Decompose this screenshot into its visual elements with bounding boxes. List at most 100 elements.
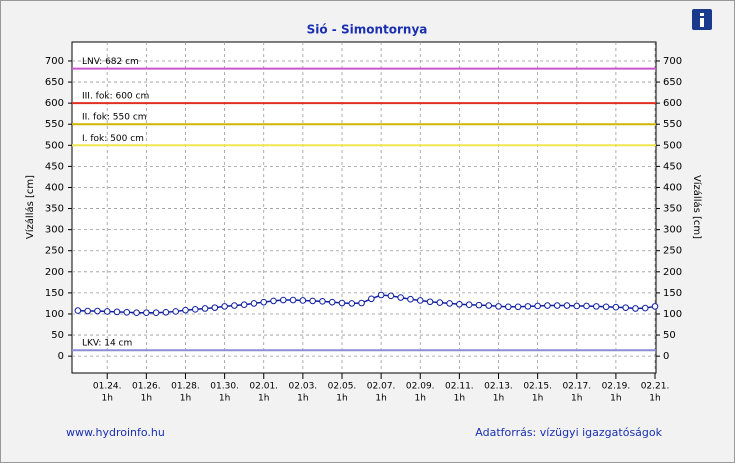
data-point bbox=[152, 309, 160, 317]
y2-tick-label: 0 bbox=[663, 351, 669, 362]
x-tick-time: 1h bbox=[610, 394, 621, 404]
data-point bbox=[524, 303, 532, 310]
data-point bbox=[279, 296, 287, 304]
reference-label: LKV: 14 cm bbox=[82, 339, 132, 349]
y2-tick-label: 650 bbox=[663, 77, 682, 88]
y2-tick-label: 700 bbox=[663, 56, 682, 67]
data-point bbox=[563, 302, 571, 309]
data-point bbox=[583, 302, 590, 310]
data-point bbox=[475, 301, 483, 309]
y2-tick-label: 350 bbox=[663, 204, 682, 215]
data-point bbox=[641, 304, 649, 312]
data-point bbox=[407, 295, 414, 303]
data-point bbox=[387, 292, 395, 300]
data-point bbox=[299, 297, 307, 304]
data-point bbox=[368, 295, 375, 303]
data-point bbox=[182, 306, 189, 314]
x-tick-time: 1h bbox=[336, 394, 347, 404]
chart-title: Sió - Simontornya bbox=[307, 23, 428, 37]
x-tick-time: 1h bbox=[180, 394, 191, 404]
x-tick-time: 1h bbox=[415, 394, 426, 404]
footer-left: www.hydroinfo.hu bbox=[66, 426, 165, 439]
x-tick-time: 1h bbox=[454, 394, 465, 404]
x-tick-time: 1h bbox=[297, 394, 308, 404]
data-point bbox=[397, 294, 404, 301]
data-point bbox=[94, 307, 101, 315]
x-tick-time: 1h bbox=[375, 394, 386, 404]
y-tick-label: 100 bbox=[45, 309, 64, 320]
data-point bbox=[426, 298, 434, 306]
data-point bbox=[338, 299, 346, 307]
y-tick-label: 700 bbox=[45, 56, 64, 67]
data-point bbox=[133, 309, 140, 317]
y-tick-label: 250 bbox=[45, 246, 64, 257]
x-tick-label: 01.24. bbox=[93, 382, 122, 392]
data-point bbox=[377, 291, 385, 299]
data-point bbox=[358, 299, 365, 307]
data-point bbox=[211, 304, 219, 311]
data-point bbox=[231, 302, 238, 309]
y-tick-label: 600 bbox=[45, 98, 64, 109]
data-point bbox=[309, 297, 316, 305]
y2-tick-label: 100 bbox=[663, 309, 682, 320]
data-point bbox=[544, 302, 551, 309]
data-point bbox=[495, 303, 502, 310]
data-point bbox=[612, 303, 620, 311]
y-tick-label: 350 bbox=[45, 204, 64, 215]
data-point bbox=[201, 305, 209, 312]
x-tick-label: 02.15. bbox=[523, 382, 552, 392]
reference-label: I. fok: 500 cm bbox=[82, 134, 144, 144]
y-tick-label: 550 bbox=[45, 119, 64, 130]
x-tick-label: 02.17. bbox=[562, 382, 591, 392]
y2-axis-label: Vízállás [cm] bbox=[691, 175, 703, 239]
data-point bbox=[143, 309, 150, 317]
x-tick-label: 02.05. bbox=[328, 382, 357, 392]
x-tick-time: 1h bbox=[493, 394, 504, 404]
data-point bbox=[456, 300, 463, 308]
plot-area bbox=[71, 41, 657, 374]
data-point bbox=[191, 306, 199, 313]
x-tick-label: 02.11. bbox=[445, 382, 474, 392]
x-tick-time: 1h bbox=[532, 394, 543, 404]
y2-tick-label: 400 bbox=[663, 182, 682, 193]
x-tick-time: 1h bbox=[649, 394, 660, 404]
x-tick-label: 02.19. bbox=[602, 382, 631, 392]
x-tick-label: 02.03. bbox=[289, 382, 318, 392]
y-axis-label: Vízállás [cm] bbox=[24, 175, 36, 239]
y2-tick-label: 600 bbox=[663, 98, 682, 109]
y-tick-label: 450 bbox=[45, 161, 64, 172]
footer-right: Adatforrás: vízügyi igazgatóságok bbox=[475, 426, 662, 439]
y2-tick-label: 300 bbox=[663, 225, 682, 236]
data-point bbox=[485, 302, 493, 309]
x-tick-label: 02.09. bbox=[406, 382, 435, 392]
data-point bbox=[514, 303, 522, 311]
data-point bbox=[240, 301, 248, 308]
info-icon[interactable] bbox=[692, 9, 712, 30]
y-tick-label: 150 bbox=[45, 288, 64, 299]
x-tick-label: 01.28. bbox=[171, 382, 200, 392]
data-point bbox=[123, 308, 131, 316]
data-point bbox=[250, 300, 258, 307]
data-point bbox=[260, 298, 268, 306]
y2-tick-label: 150 bbox=[663, 288, 682, 299]
y-tick-label: 200 bbox=[45, 267, 64, 278]
data-point bbox=[602, 303, 610, 311]
y-tick-label: 400 bbox=[45, 182, 64, 193]
x-tick-time: 1h bbox=[101, 394, 112, 404]
data-point bbox=[651, 303, 659, 310]
data-point bbox=[504, 303, 512, 311]
data-point bbox=[162, 308, 170, 316]
data-point bbox=[270, 297, 277, 305]
x-tick-time: 1h bbox=[258, 394, 269, 404]
data-point bbox=[446, 300, 453, 307]
data-point bbox=[328, 298, 336, 306]
data-point bbox=[84, 307, 91, 315]
reference-label: II. fok: 550 cm bbox=[82, 113, 147, 123]
data-point bbox=[221, 303, 228, 310]
data-point bbox=[289, 296, 297, 304]
data-point bbox=[172, 308, 179, 315]
y-tick-label: 650 bbox=[45, 77, 64, 88]
data-point bbox=[319, 298, 326, 305]
data-point bbox=[436, 299, 444, 306]
